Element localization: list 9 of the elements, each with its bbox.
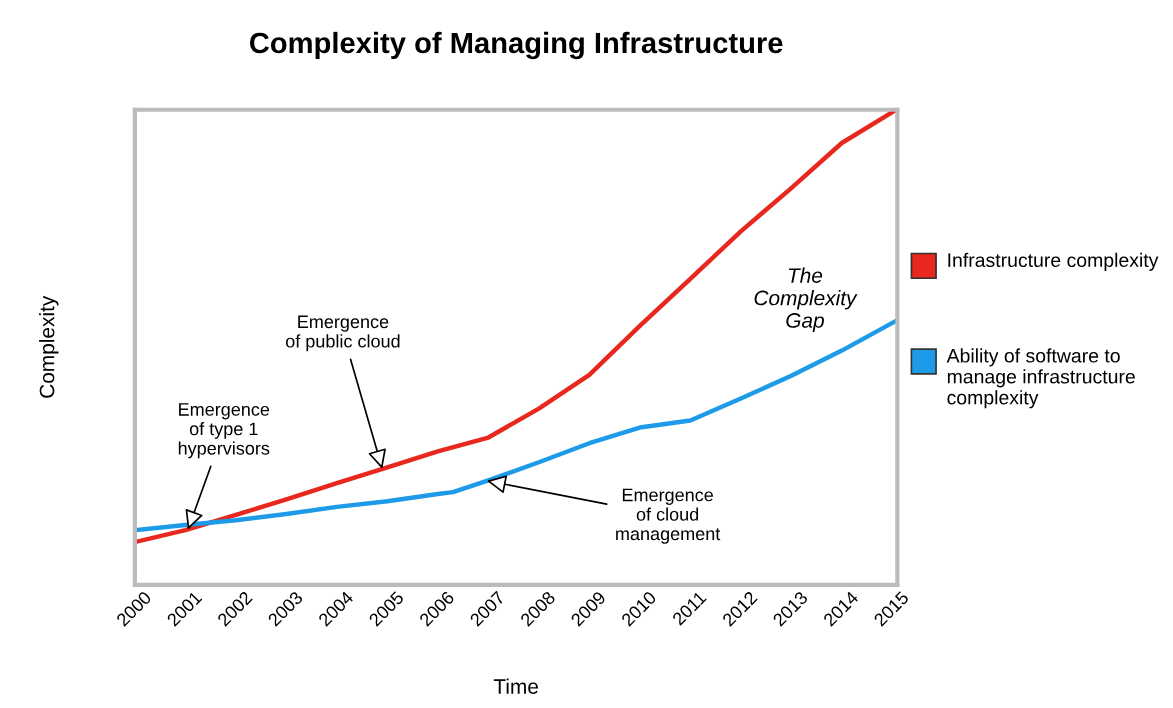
annotation: Emergence of public cloud xyxy=(285,315,400,352)
legend-label: Infrastructure complexity xyxy=(948,252,1159,271)
annotation: The Complexity Gap xyxy=(754,267,858,332)
annotation: Emergence of cloud management xyxy=(616,488,721,544)
annotation: Emergence of type 1 hypervisors xyxy=(178,403,270,459)
legend-label: Ability of software to manage infrastructure complexity xyxy=(946,348,1135,409)
x-axis-title: Time xyxy=(493,678,538,694)
y-axis-title: Complexity xyxy=(39,295,59,398)
chart-title: Complexity of Managing Infrastructure xyxy=(249,31,783,60)
